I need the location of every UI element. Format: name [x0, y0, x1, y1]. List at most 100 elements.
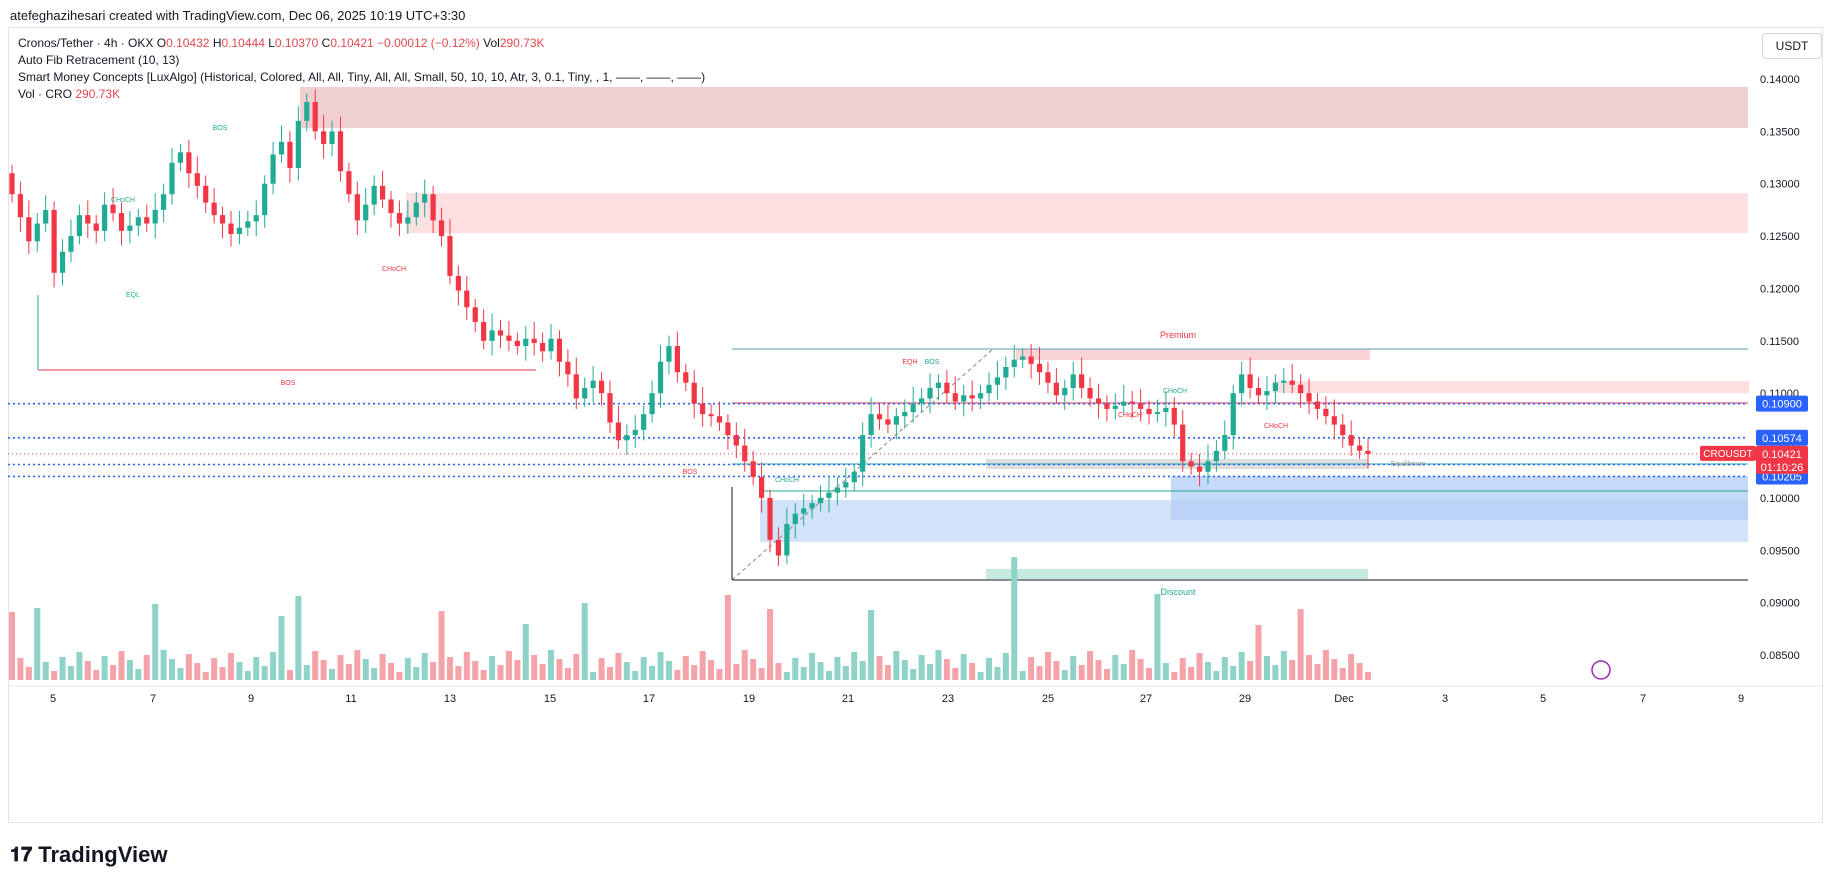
candle-body[interactable]: [556, 338, 563, 362]
candle-body[interactable]: [1298, 384, 1304, 394]
candle-body[interactable]: [902, 412, 908, 417]
indicator-volume[interactable]: Vol · CRO 290.73K: [18, 86, 705, 103]
candle-body[interactable]: [548, 338, 554, 352]
candle-body[interactable]: [1028, 356, 1034, 364]
candle-body[interactable]: [1146, 408, 1152, 415]
candle-body[interactable]: [1188, 461, 1194, 467]
candle-body[interactable]: [1323, 408, 1329, 417]
candle-body[interactable]: [236, 227, 243, 234]
candle-body[interactable]: [868, 414, 874, 436]
candle-body[interactable]: [481, 321, 487, 341]
candle-body[interactable]: [700, 403, 706, 415]
candle-body[interactable]: [775, 539, 782, 556]
candle-body[interactable]: [1003, 367, 1009, 378]
candle-body[interactable]: [809, 503, 815, 509]
candle-body[interactable]: [1163, 407, 1169, 413]
candle-body[interactable]: [1196, 466, 1203, 472]
candle-body[interactable]: [1348, 435, 1354, 446]
candle-body[interactable]: [624, 435, 630, 441]
candle-body[interactable]: [649, 393, 655, 415]
candle-body[interactable]: [758, 476, 765, 498]
candle-body[interactable]: [691, 382, 697, 404]
candle-body[interactable]: [1011, 359, 1017, 367]
candle-body[interactable]: [152, 209, 158, 224]
candle-body[interactable]: [961, 395, 967, 402]
candle-body[interactable]: [1239, 374, 1245, 394]
candle-body[interactable]: [910, 403, 916, 413]
candle-body[interactable]: [615, 422, 622, 441]
candle-body[interactable]: [1104, 403, 1110, 409]
candle-body[interactable]: [396, 213, 403, 224]
candle-body[interactable]: [329, 131, 335, 144]
candle-body[interactable]: [413, 202, 419, 218]
candle-body[interactable]: [1137, 403, 1144, 409]
candle-body[interactable]: [1289, 380, 1295, 385]
lightning-icon[interactable]: [1591, 660, 1611, 680]
candle-body[interactable]: [817, 497, 824, 504]
candle-body[interactable]: [725, 422, 731, 436]
candle-body[interactable]: [186, 152, 192, 174]
candle-body[interactable]: [1356, 445, 1363, 451]
candle-body[interactable]: [632, 429, 638, 436]
candle-body[interactable]: [354, 194, 360, 221]
candle-body[interactable]: [1230, 393, 1236, 436]
candle-body[interactable]: [994, 377, 1001, 385]
candle-body[interactable]: [1255, 387, 1262, 396]
indicator-fib[interactable]: Auto Fib Retracement (10, 13): [18, 53, 180, 67]
tradingview-logo[interactable]: 𝟏𝟕 TradingView: [10, 842, 167, 868]
indicator-smc[interactable]: Smart Money Concepts [LuxAlgo] (Historic…: [18, 70, 706, 84]
candle-body[interactable]: [430, 194, 436, 221]
candle-body[interactable]: [405, 217, 411, 224]
candle-body[interactable]: [177, 152, 184, 163]
candle-body[interactable]: [1079, 374, 1085, 388]
candle-body[interactable]: [43, 209, 49, 224]
candle-body[interactable]: [573, 374, 579, 399]
candle-body[interactable]: [455, 275, 461, 291]
candle-body[interactable]: [834, 487, 840, 493]
candle-body[interactable]: [1306, 393, 1312, 402]
candle-body[interactable]: [1272, 382, 1278, 392]
candle-body[interactable]: [666, 346, 672, 362]
candle-body[interactable]: [1154, 412, 1161, 415]
candle-body[interactable]: [337, 131, 344, 172]
candle-body[interactable]: [262, 183, 268, 216]
candle-body[interactable]: [295, 120, 301, 169]
candle-body[interactable]: [34, 223, 40, 242]
candle-body[interactable]: [683, 372, 689, 383]
candle-body[interactable]: [1036, 363, 1043, 373]
candle-body[interactable]: [1171, 407, 1177, 425]
candle-body[interactable]: [927, 387, 933, 399]
candle-body[interactable]: [792, 513, 798, 525]
candle-body[interactable]: [203, 185, 209, 203]
candle-body[interactable]: [93, 223, 99, 231]
candle-body[interactable]: [26, 217, 32, 242]
candle-body[interactable]: [169, 162, 175, 195]
symbol-row[interactable]: Cronos/Tether · 4h · OKX O0.10432 H0.104…: [18, 35, 705, 52]
candle-body[interactable]: [969, 395, 975, 399]
candle-body[interactable]: [489, 330, 495, 341]
candle-body[interactable]: [1087, 387, 1093, 399]
candle-body[interactable]: [464, 290, 470, 308]
candle-body[interactable]: [144, 217, 150, 224]
candle-body[interactable]: [85, 215, 91, 224]
candle-body[interactable]: [304, 102, 310, 121]
candle-body[interactable]: [935, 382, 942, 388]
candle-body[interactable]: [784, 524, 790, 556]
candle-body[interactable]: [851, 471, 857, 483]
candle-body[interactable]: [17, 194, 24, 218]
candle-body[interactable]: [110, 204, 116, 214]
candle-body[interactable]: [944, 382, 950, 394]
candle-body[interactable]: [59, 251, 66, 273]
candle-body[interactable]: [51, 209, 57, 273]
candle-body[interactable]: [708, 414, 714, 417]
candle-body[interactable]: [472, 307, 478, 322]
candle-body[interactable]: [270, 154, 276, 184]
candle-body[interactable]: [161, 194, 167, 210]
symbol-line[interactable]: Cronos/Tether · 4h · OKX: [18, 36, 154, 50]
candle-body[interactable]: [9, 173, 15, 195]
candle-body[interactable]: [523, 338, 529, 347]
candle-body[interactable]: [952, 393, 958, 402]
candle-body[interactable]: [843, 482, 849, 488]
candle-body[interactable]: [228, 223, 234, 234]
candle-body[interactable]: [590, 380, 596, 388]
